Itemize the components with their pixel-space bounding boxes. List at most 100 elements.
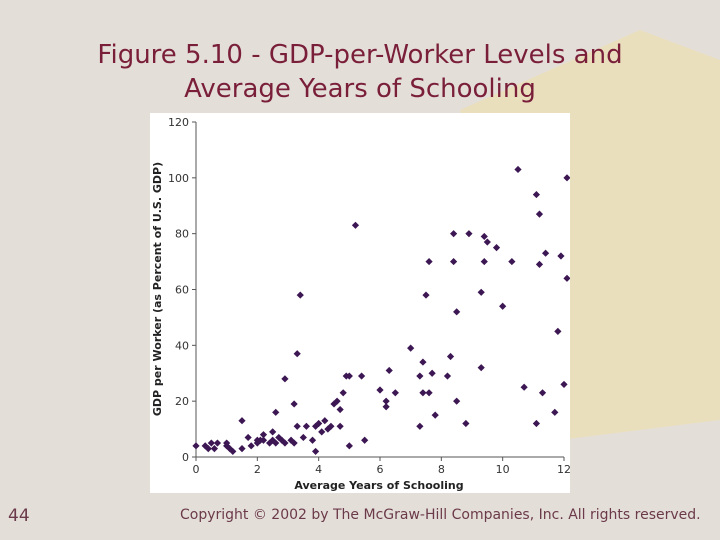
data-point (514, 165, 522, 174)
data-point (425, 389, 433, 397)
data-point (538, 389, 547, 397)
data-point (336, 422, 344, 430)
data-point (238, 445, 246, 453)
data-point (492, 244, 501, 252)
data-point (275, 433, 283, 442)
y-tick-label: 20 (175, 395, 189, 408)
data-point (281, 375, 289, 383)
data-point (428, 369, 436, 377)
data-point (299, 433, 307, 442)
data-point (376, 386, 384, 394)
slide-title: Figure 5.10 - GDP-per-Worker Levels and … (0, 38, 720, 106)
x-tick-label: 8 (438, 463, 445, 476)
data-point (465, 230, 473, 238)
data-point (462, 419, 470, 428)
y-tick-label: 40 (175, 339, 189, 352)
data-point (422, 291, 430, 299)
data-point (563, 174, 570, 182)
data-point (308, 436, 317, 444)
x-tick-label: 12 (557, 463, 570, 476)
data-point (253, 439, 261, 447)
slide-title-line-2: Average Years of Schooling (184, 74, 536, 104)
data-point (453, 397, 461, 405)
page-number: 44 (8, 506, 30, 526)
data-point (259, 436, 268, 444)
data-point (293, 422, 301, 430)
x-tick-label: 4 (315, 463, 322, 476)
data-point (318, 428, 326, 436)
data-point (207, 439, 215, 447)
data-point (272, 408, 280, 416)
data-point (339, 389, 347, 397)
data-point (407, 344, 415, 352)
y-tick-label: 120 (168, 116, 189, 129)
chart-canvas: 0 20 40 60 80 100 120 0 2 4 6 8 10 12 GDP per Worker … (151, 116, 570, 492)
y-tick-label: 60 (175, 284, 189, 297)
data-point (446, 352, 455, 361)
data-point (321, 417, 329, 425)
data-point (290, 400, 298, 408)
data-point (450, 230, 458, 238)
data-point (238, 417, 246, 425)
data-point (272, 439, 280, 447)
data-point (382, 403, 390, 411)
data-point (210, 445, 218, 453)
data-point (443, 372, 452, 380)
data-point (480, 257, 488, 266)
data-point (351, 221, 360, 229)
data-point (477, 288, 485, 296)
x-tick-label: 6 (377, 463, 384, 476)
data-point (336, 405, 344, 414)
data-point (259, 431, 268, 439)
data-point (532, 419, 540, 428)
data-point (223, 439, 231, 447)
data-point (563, 274, 570, 282)
data-point (385, 366, 393, 375)
data-point (293, 350, 301, 358)
data-point (296, 291, 304, 299)
data-point (358, 372, 366, 380)
data-point (425, 257, 433, 266)
data-point (477, 364, 485, 372)
data-point (560, 380, 568, 389)
data-point (520, 383, 528, 391)
data-point (532, 190, 540, 199)
y-tick-label: 0 (182, 451, 189, 464)
data-point (201, 442, 209, 450)
data-point (345, 442, 353, 450)
slide-title-line-1: Figure 5.10 - GDP-per-Worker Levels and (97, 40, 623, 70)
data-point (535, 210, 544, 218)
data-point (453, 308, 461, 316)
data-point (508, 257, 516, 266)
data-point (204, 445, 212, 453)
scatter-chart: 0 20 40 60 80 100 120 0 2 4 6 8 10 12 GDP per Worker … (150, 113, 570, 493)
x-tick-label: 10 (496, 463, 510, 476)
data-point (213, 439, 222, 447)
y-axis-label: GDP per Worker (as Percent of U.S. GDP) (151, 162, 164, 416)
data-point (192, 442, 200, 450)
copyright-notice: Copyright © 2002 by The McGraw-Hill Comp… (180, 507, 701, 523)
data-point (551, 408, 559, 416)
data-point (535, 260, 544, 268)
data-point (302, 422, 310, 430)
data-point (269, 428, 277, 436)
data-point (542, 249, 550, 257)
y-tick-label: 80 (175, 228, 189, 241)
data-point (391, 389, 399, 397)
data-point (480, 232, 488, 241)
data-point (416, 372, 424, 380)
data-point (499, 302, 507, 310)
data-point (247, 442, 255, 450)
data-point (416, 422, 424, 430)
data-point (431, 411, 439, 419)
data-point (557, 252, 565, 260)
data-point (554, 327, 562, 335)
data-point (330, 400, 338, 408)
data-point (244, 433, 252, 442)
x-tick-label: 2 (254, 463, 261, 476)
x-tick-label: 0 (193, 463, 200, 476)
data-point (312, 447, 320, 456)
data-point (483, 238, 491, 246)
data-point (450, 257, 458, 266)
y-tick-label: 100 (168, 172, 189, 185)
